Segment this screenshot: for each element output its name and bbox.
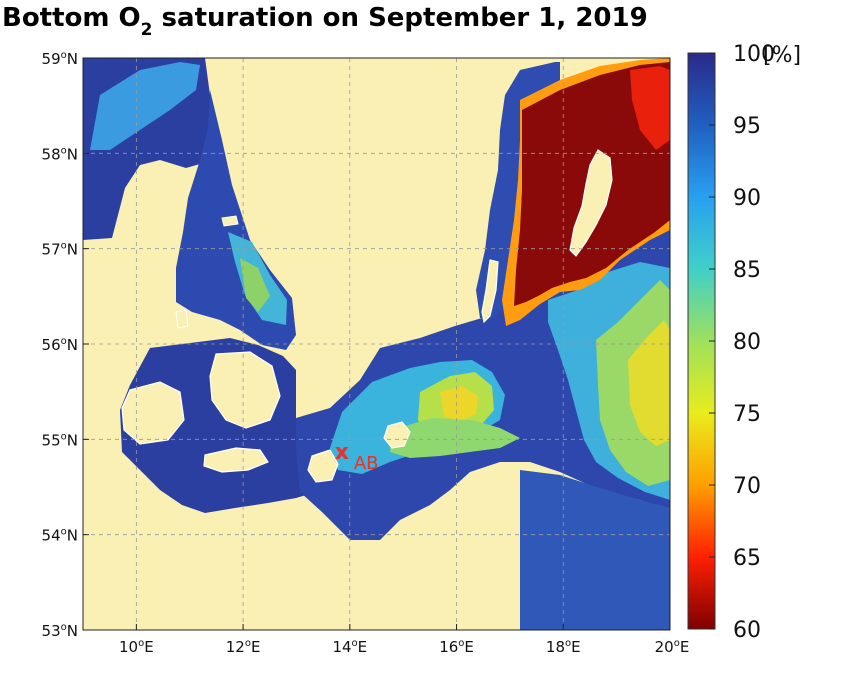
zealand-island [209, 351, 281, 429]
y-axis: 59oN 58oN 57oN 56oN 55oN 54oN 53oN [42, 50, 89, 640]
x-tick-label-16: 16oE [439, 638, 474, 656]
y-tick-label-55: 55oN [42, 431, 78, 449]
colorbar-tick-label-65: 65 [733, 546, 761, 571]
station-label: AB [354, 453, 379, 474]
belt-sea [120, 338, 342, 513]
colorbar-tick-label-75: 75 [733, 402, 761, 427]
y-tick-label-56: 56oN [42, 336, 78, 354]
y-tick-label-59: 59oN [42, 50, 78, 68]
x-tick-label-10: 10oE [119, 638, 154, 656]
y-tick-label-57: 57oN [42, 241, 78, 259]
colorbar: 100 95 90 85 80 75 70 65 60 [%] [687, 42, 801, 643]
y-tick-label-54: 54oN [42, 527, 78, 545]
hypoxic-red-band [630, 66, 670, 150]
colorbar-unit: [%] [763, 43, 801, 68]
laeso-island [221, 215, 239, 227]
colorbar-tick-label-90: 90 [733, 186, 761, 211]
gdansk-bay [520, 470, 670, 630]
gotland-island [569, 149, 613, 257]
colorbar-tick-label-80: 80 [733, 330, 761, 355]
station-marker: x AB [335, 440, 379, 474]
bornholm-island [383, 421, 411, 449]
y-tick-label-53: 53oN [42, 622, 78, 640]
samso-island [175, 309, 189, 329]
x-axis: 10oE 12oE 14oE 16oE 18oE 20oE [119, 624, 689, 656]
x-tick-label-18: 18oE [546, 638, 581, 656]
funen-island [121, 381, 185, 445]
norway-coast-sea [90, 62, 200, 150]
colorbar-tick-label-100: 100 [733, 42, 775, 67]
y-tick-label-58: 58oN [42, 145, 78, 163]
colorbar-ticks: 100 95 90 85 80 75 70 65 60 [709, 42, 775, 643]
kattegat-patch [240, 258, 270, 312]
figure-title: Bottom O2 saturation on September 1, 201… [2, 3, 648, 40]
colorbar-tick-label-95: 95 [733, 114, 761, 139]
x-tick-label-14: 14oE [332, 638, 367, 656]
ruegen-island [307, 449, 339, 483]
x-tick-label-12: 12oE [226, 638, 261, 656]
gotland-deep-core [628, 320, 670, 446]
colorbar-tick-label-70: 70 [733, 474, 761, 499]
lolland-island [203, 447, 269, 473]
colorbar-tick-label-60: 60 [733, 618, 761, 643]
bornholm-core [440, 386, 478, 422]
slupsk-channel [390, 418, 520, 458]
x-tick-label-20: 20oE [655, 638, 690, 656]
station-x-mark: x [335, 440, 349, 465]
oland-island [481, 259, 499, 324]
colorbar-tick-label-85: 85 [733, 258, 761, 283]
